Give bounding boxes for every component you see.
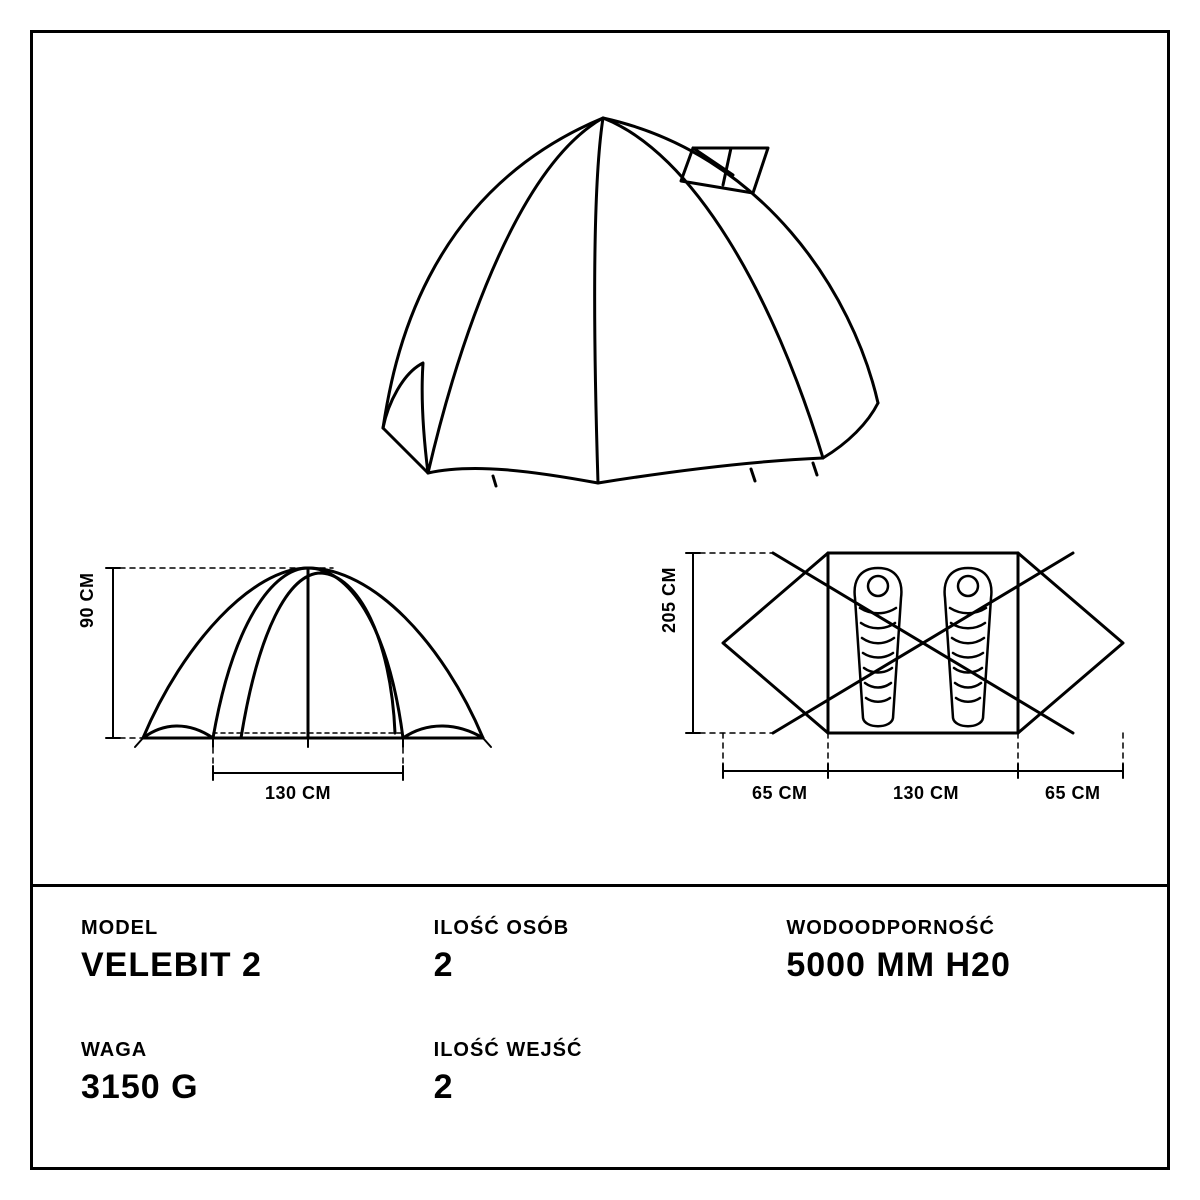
dim-floor-length: 205 CM [659,567,680,633]
dim-floor-width: 130 CM [893,783,959,804]
spec-model: MODEL VELEBIT 2 [81,917,414,1015]
dim-inner-width: 130 CM [265,783,331,804]
spec-persons: ILOŚĆ OSÓB 2 [434,917,767,1015]
spec-empty [786,1039,1119,1137]
spec-value: VELEBIT 2 [81,946,414,985]
spec-label: MODEL [81,917,414,940]
tent-perspective-diagram [293,63,913,493]
dim-height: 90 CM [77,572,98,628]
spec-value: 5000 MM H20 [786,946,1119,985]
dim-vestibule-left: 65 CM [752,783,808,804]
spec-value: 2 [434,946,767,985]
dim-vestibule-right: 65 CM [1045,783,1101,804]
spec-card: 90 CM 130 CM [30,30,1170,1170]
spec-label: WAGA [81,1039,414,1062]
tent-floorplan-diagram [653,523,1173,803]
tent-side-diagram [73,523,533,803]
spec-grid: MODEL VELEBIT 2 ILOŚĆ OSÓB 2 WODOODPORNO… [33,887,1167,1167]
spec-weight: WAGA 3150 G [81,1039,414,1137]
spec-label: ILOŚĆ OSÓB [434,917,767,940]
diagram-area: 90 CM 130 CM [33,33,1167,887]
spec-value: 3150 G [81,1068,414,1107]
spec-entrances: ILOŚĆ WEJŚĆ 2 [434,1039,767,1137]
spec-label: WODOODPORNOŚĆ [786,917,1119,940]
spec-value: 2 [434,1068,767,1107]
spec-waterproof: WODOODPORNOŚĆ 5000 MM H20 [786,917,1119,1015]
spec-label: ILOŚĆ WEJŚĆ [434,1039,767,1062]
